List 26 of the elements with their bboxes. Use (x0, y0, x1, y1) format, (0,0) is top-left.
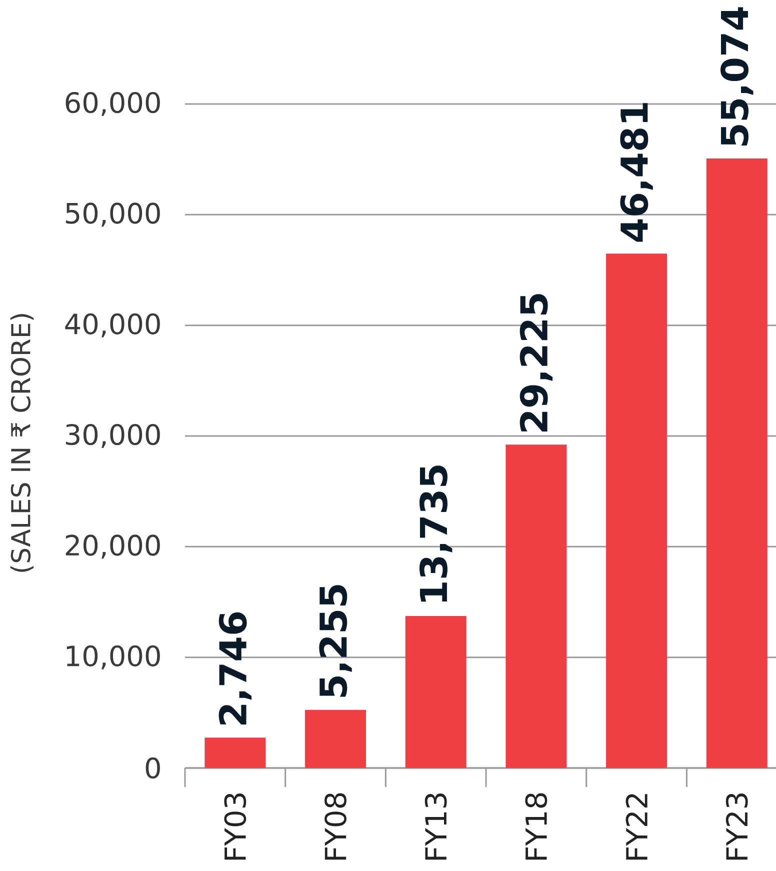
x-tick-label: FY08 (324, 793, 346, 860)
y-tick-label: 0 (146, 757, 160, 779)
data-label: 2,746 (218, 612, 252, 724)
x-tick-label: FY18 (525, 793, 548, 860)
bar (405, 616, 466, 768)
y-tick-label: 10,000 (66, 645, 160, 670)
bar (606, 254, 668, 768)
data-label: 29,225 (520, 294, 553, 432)
data-label: 55,074 (720, 7, 754, 146)
y-axis-title: (SALES IN ₹ CRORE) (10, 314, 34, 572)
y-tick-label: 30,000 (66, 424, 160, 448)
x-tick-label: FY22 (626, 794, 648, 860)
bar (706, 158, 768, 768)
x-tick-label: FY23 (726, 794, 748, 860)
x-tick-label: FY03 (224, 794, 246, 860)
data-label: 13,735 (419, 466, 452, 602)
bar (506, 444, 567, 768)
data-label: 46,481 (620, 103, 653, 242)
bar (305, 710, 366, 768)
x-tick-label: FY13 (424, 794, 447, 860)
bar (204, 738, 266, 768)
y-tick-label: 60,000 (66, 92, 160, 116)
data-label: 5,255 (319, 585, 352, 697)
y-tick-label: 20,000 (66, 534, 160, 559)
y-tick-label: 50,000 (66, 202, 160, 227)
y-tick-label: 40,000 (65, 313, 160, 338)
